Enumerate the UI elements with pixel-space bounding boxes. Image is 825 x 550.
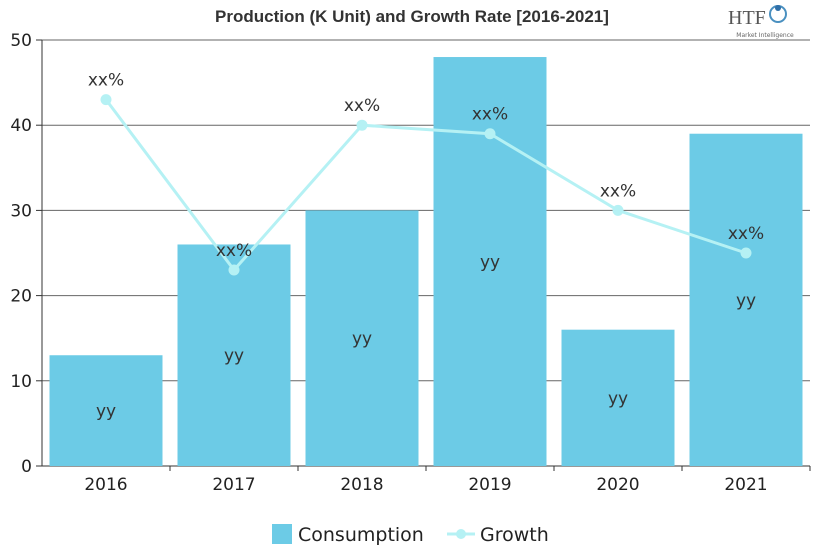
chart-title: Production (K Unit) and Growth Rate [201… <box>215 7 609 26</box>
x-tick-label: 2018 <box>340 475 383 495</box>
bar-data-label: yy <box>96 402 116 422</box>
growth-data-label: xx% <box>216 241 252 261</box>
growth-point-2021 <box>740 247 752 259</box>
growth-point-2017 <box>228 264 240 276</box>
growth-data-label: xx% <box>472 105 508 125</box>
bar-2017 <box>177 244 291 466</box>
growth-data-label: xx% <box>344 96 380 116</box>
growth-point-2020 <box>612 204 624 216</box>
x-tick-label: 2020 <box>596 475 639 495</box>
growth-data-label: xx% <box>88 71 124 91</box>
growth-data-label: xx% <box>728 224 764 244</box>
growth-line <box>104 98 747 273</box>
legend-label-consumption: Consumption <box>298 524 424 546</box>
y-tick-label: 10 <box>10 372 32 392</box>
bar-data-label: yy <box>608 389 628 409</box>
htf-logo: HTF Market Intelligence <box>728 5 794 39</box>
svg-text:Market Intelligence: Market Intelligence <box>736 32 794 39</box>
x-tick-label: 2019 <box>468 475 511 495</box>
growth-data-label: xx% <box>600 181 636 201</box>
y-tick-label: 40 <box>10 116 32 136</box>
svg-text:HTF: HTF <box>728 7 766 29</box>
y-tick-label: 20 <box>10 287 32 307</box>
y-tick-label: 50 <box>10 31 32 51</box>
legend: Consumption Growth <box>272 524 549 546</box>
bar-2020 <box>561 329 675 466</box>
bar-2018 <box>305 210 419 466</box>
x-tick-label: 2016 <box>84 475 127 495</box>
growth-point-2016 <box>100 94 112 106</box>
y-tick-label: 0 <box>21 457 32 477</box>
bar-2019 <box>433 57 547 466</box>
bar-data-label: yy <box>736 291 756 311</box>
bar-data-label: yy <box>352 329 372 349</box>
x-tick-label: 2017 <box>212 475 255 495</box>
bar-2021 <box>689 133 803 466</box>
y-tick-label: 30 <box>10 201 32 221</box>
legend-marker-growth <box>456 529 466 539</box>
legend-label-growth: Growth <box>480 524 549 546</box>
growth-point-2019 <box>484 128 496 140</box>
x-tick-label: 2021 <box>724 475 767 495</box>
legend-swatch-consumption <box>272 524 292 544</box>
bar-2016 <box>49 355 163 466</box>
bar-data-label: yy <box>224 346 244 366</box>
bar-data-label: yy <box>480 253 500 273</box>
growth-point-2018 <box>356 119 368 131</box>
